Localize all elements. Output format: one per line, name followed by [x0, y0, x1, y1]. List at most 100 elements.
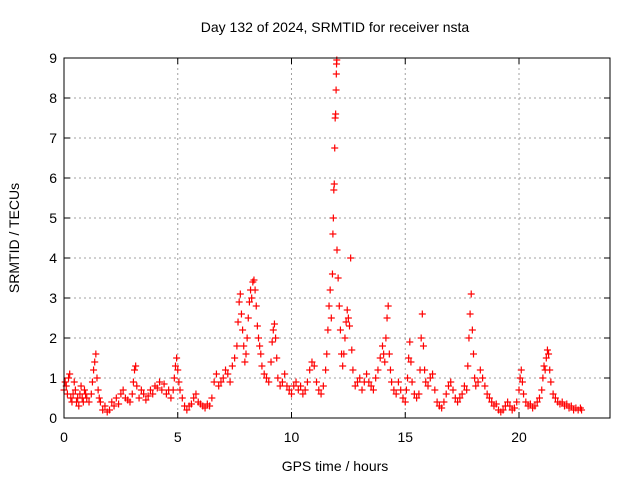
- data-point: [235, 298, 243, 306]
- data-point: [547, 378, 555, 386]
- x-tick-label: 20: [511, 429, 527, 445]
- data-point: [173, 354, 181, 362]
- data-point: [65, 374, 73, 382]
- data-point: [61, 378, 69, 386]
- data-point: [276, 382, 284, 390]
- x-axis-label: GPS time / hours: [282, 458, 389, 474]
- y-tick-label: 8: [49, 90, 57, 106]
- data-point: [278, 378, 286, 386]
- x-tick-label: 15: [397, 429, 413, 445]
- data-point: [543, 346, 551, 354]
- data-point: [170, 374, 178, 382]
- data-point: [228, 362, 236, 370]
- data-point: [160, 380, 168, 388]
- data-point: [488, 398, 496, 406]
- data-point: [349, 366, 357, 374]
- data-point: [67, 394, 75, 402]
- data-point: [215, 382, 223, 390]
- data-point: [66, 370, 74, 378]
- data-point: [270, 320, 278, 328]
- data-point: [319, 382, 327, 390]
- data-point: [108, 398, 116, 406]
- data-point: [454, 398, 462, 406]
- data-point: [190, 394, 198, 402]
- data-point: [244, 314, 252, 322]
- data-point: [243, 334, 251, 342]
- data-point: [549, 390, 557, 398]
- data-point: [210, 378, 218, 386]
- data-point: [518, 378, 526, 386]
- data-point: [365, 378, 373, 386]
- data-point: [538, 386, 546, 394]
- data-point: [241, 358, 249, 366]
- data-point: [299, 390, 307, 398]
- data-point: [192, 390, 200, 398]
- data-point: [539, 374, 547, 382]
- data-point: [93, 374, 101, 382]
- data-point: [272, 334, 280, 342]
- data-point: [358, 386, 366, 394]
- data-point: [167, 394, 175, 402]
- data-point: [250, 276, 258, 284]
- data-point: [332, 86, 340, 94]
- data-point: [281, 370, 289, 378]
- data-point: [405, 354, 413, 362]
- data-point: [386, 366, 394, 374]
- data-point: [429, 370, 437, 378]
- data-point: [433, 398, 441, 406]
- data-point: [464, 362, 472, 370]
- data-point: [504, 398, 512, 406]
- data-point: [96, 398, 104, 406]
- data-point: [533, 398, 541, 406]
- data-point: [245, 298, 253, 306]
- data-point: [329, 230, 337, 238]
- data-point: [468, 326, 476, 334]
- data-point: [384, 302, 392, 310]
- data-point: [517, 366, 525, 374]
- data-point: [239, 326, 247, 334]
- data-point: [144, 392, 152, 400]
- data-point: [333, 246, 341, 254]
- data-point: [388, 378, 396, 386]
- data-point: [253, 322, 261, 330]
- data-point: [567, 402, 575, 410]
- data-point: [252, 302, 260, 310]
- data-point: [323, 350, 331, 358]
- data-point: [372, 374, 380, 382]
- data-point: [153, 384, 161, 392]
- data-point: [578, 406, 586, 414]
- data-point: [327, 314, 335, 322]
- x-tick-label: 5: [174, 429, 182, 445]
- data-point: [257, 350, 265, 358]
- data-point: [421, 366, 429, 374]
- data-point: [234, 318, 242, 326]
- data-point: [470, 350, 477, 358]
- data-point: [471, 374, 479, 382]
- data-point: [322, 366, 330, 374]
- data-point: [265, 378, 273, 386]
- data-point: [402, 386, 410, 394]
- data-point: [171, 362, 179, 370]
- data-point: [133, 382, 141, 390]
- data-point: [135, 394, 143, 402]
- data-point: [248, 294, 256, 302]
- data-point: [442, 390, 450, 398]
- chart-title: Day 132 of 2024, SRMTID for receiver nst…: [201, 19, 470, 35]
- data-point: [91, 358, 99, 366]
- data-point: [329, 214, 337, 222]
- data-point: [99, 406, 107, 414]
- data-point: [406, 338, 414, 346]
- data-point: [274, 374, 282, 382]
- data-point: [447, 378, 455, 386]
- data-point: [242, 350, 250, 358]
- data-point: [336, 326, 344, 334]
- data-point: [255, 334, 263, 342]
- y-tick-label: 7: [49, 130, 57, 146]
- data-point: [226, 378, 234, 386]
- data-point: [162, 390, 170, 398]
- data-point: [348, 346, 356, 354]
- data-point: [292, 378, 300, 386]
- data-point: [273, 354, 281, 362]
- data-point: [340, 350, 348, 358]
